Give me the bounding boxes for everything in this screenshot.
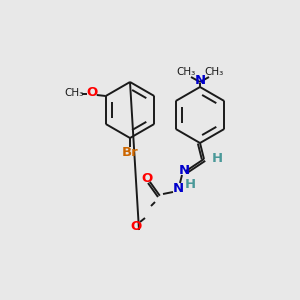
Text: H: H: [212, 152, 223, 164]
Text: N: N: [178, 164, 190, 176]
Text: O: O: [141, 172, 153, 184]
Text: CH₃: CH₃: [64, 88, 83, 98]
Text: O: O: [86, 86, 98, 100]
Text: Br: Br: [122, 146, 138, 158]
Text: N: N: [172, 182, 184, 196]
Text: O: O: [130, 220, 142, 233]
Text: N: N: [194, 74, 206, 88]
Text: CH₃: CH₃: [176, 67, 196, 77]
Text: CH₃: CH₃: [204, 67, 224, 77]
Text: H: H: [184, 178, 196, 190]
